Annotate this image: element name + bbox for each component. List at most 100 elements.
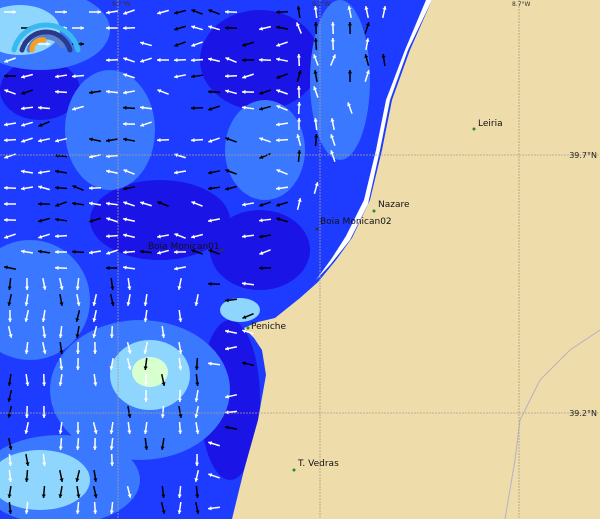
wave-arrow-head	[195, 430, 200, 434]
svg-text:T. Vedras: T. Vedras	[297, 459, 339, 469]
wave-arrow-head	[365, 38, 370, 42]
wave-arrow-head	[106, 89, 110, 94]
wave-arrow-head	[109, 334, 114, 338]
wave-arrow-head	[276, 89, 281, 94]
wave-arrow-head	[8, 462, 13, 466]
wave-arrow-head	[4, 122, 8, 127]
wave-arrow-head	[55, 89, 59, 94]
wave-arrow-head	[55, 74, 59, 79]
wave-arrow-head	[191, 25, 196, 30]
wave-arrow-head	[41, 414, 47, 418]
wave-arrow-head	[42, 382, 47, 386]
place-leiria[interactable]: Leiria	[472, 119, 503, 131]
wave-arrow-head	[4, 217, 8, 222]
wave-arrow-head	[143, 318, 148, 322]
wave-arrow-head	[7, 302, 12, 306]
wave-arrow-head	[276, 217, 281, 222]
wave-arrow-head	[364, 6, 369, 10]
wave-arrow-head	[38, 185, 43, 190]
wave-arrow-head	[297, 150, 302, 154]
wave-arrow-head	[178, 366, 183, 370]
wave-arrow-head	[7, 286, 12, 290]
place-peniche[interactable]: Peniche	[246, 322, 287, 332]
place-nazare[interactable]: Nazare	[372, 200, 410, 213]
wave-arrow-head	[25, 462, 30, 466]
wave-arrow-head	[38, 105, 42, 110]
wave-arrow-head	[208, 281, 212, 286]
wave-arrow-head	[93, 382, 98, 386]
river	[504, 329, 600, 519]
wave-arrow-head	[59, 302, 64, 306]
wave-arrow-head	[225, 410, 229, 415]
wave-arrow-head	[365, 22, 370, 27]
wave-arrow-head	[174, 170, 178, 175]
wave-arrow-head	[106, 138, 110, 143]
wave-arrow-head	[55, 202, 60, 207]
wave-arrow-head	[55, 265, 59, 270]
wave-arrow-head	[24, 350, 29, 354]
wave-arrow-head	[127, 286, 132, 290]
wave-arrow-head	[276, 10, 280, 15]
svg-text:Nazare: Nazare	[378, 200, 410, 210]
wave-arrow-head	[157, 89, 162, 93]
wave-arrow-head	[296, 118, 302, 122]
wave-arrow-head	[259, 155, 264, 159]
wave-arrow-head	[55, 138, 59, 143]
wave-arrow-head	[24, 478, 29, 482]
svg-text:Boia Monican02: Boia Monican02	[320, 217, 392, 227]
wave-arrow-head	[313, 70, 318, 74]
wave-arrow-head	[93, 478, 98, 482]
wave-arrow-head	[225, 425, 229, 430]
wave-arrow-head	[4, 265, 8, 270]
wave-arrow-head	[225, 89, 230, 94]
wave-arrow-head	[55, 185, 59, 190]
wave-arrow-head	[110, 286, 115, 290]
wave-arrow-head	[89, 154, 93, 159]
wave-arrow-head	[42, 350, 47, 354]
wave-arrow-head	[276, 138, 280, 143]
wave-arrow-head	[225, 298, 229, 303]
wave-arrow-head	[58, 334, 63, 338]
wave-arrow-head	[7, 398, 12, 402]
wave-arrow-head	[191, 74, 195, 79]
wave-arrow-head	[89, 250, 93, 255]
wave-arrow-head	[177, 398, 182, 402]
wave-arrow-head	[259, 57, 263, 62]
wave-arrow-head	[106, 234, 110, 239]
wave-arrow-head	[347, 102, 352, 107]
wave-arrow-head	[72, 74, 76, 79]
wave-arrow-head	[127, 430, 132, 434]
wave-arrow-head	[143, 430, 148, 434]
wave-arrow-head	[8, 510, 13, 514]
wave-arrow-head	[21, 249, 25, 254]
place-t-vedras[interactable]: T. Vedras	[292, 459, 340, 472]
wave-arrow-head	[177, 494, 182, 498]
wave-arrow-head	[276, 186, 280, 191]
svg-text:Peniche: Peniche	[251, 322, 287, 332]
wave-arrow-head	[365, 70, 370, 75]
wave-arrow-head	[330, 118, 335, 122]
wave-arrow-head	[297, 70, 302, 75]
wave-arrow-head	[347, 6, 352, 10]
wave-arrow-head	[123, 26, 127, 31]
wave-arrow-head	[259, 202, 264, 207]
buoy-monican01[interactable]: Boia Monican01	[148, 242, 224, 252]
wave-arrow-head	[24, 510, 29, 514]
wave-arrow-head	[89, 201, 93, 206]
wave-arrow-head	[208, 361, 212, 366]
wave-arrow-head	[259, 234, 263, 239]
wave-arrow-head	[208, 106, 213, 111]
wave-arrow-head	[208, 441, 213, 446]
wave-arrow-head	[55, 234, 59, 239]
buoy-monican02[interactable]: Boia Monican02	[315, 217, 392, 231]
lat-label: 39.7°N	[569, 151, 597, 160]
wave-arrow-head	[127, 366, 132, 370]
wave-arrow-head	[191, 58, 195, 63]
wave-arrow-head	[208, 89, 212, 94]
lon-label: 9.2°W	[312, 1, 331, 8]
wave-arrow-head	[38, 201, 42, 206]
wave-arrow-head	[75, 366, 80, 370]
wave-arrow-head	[242, 58, 246, 63]
